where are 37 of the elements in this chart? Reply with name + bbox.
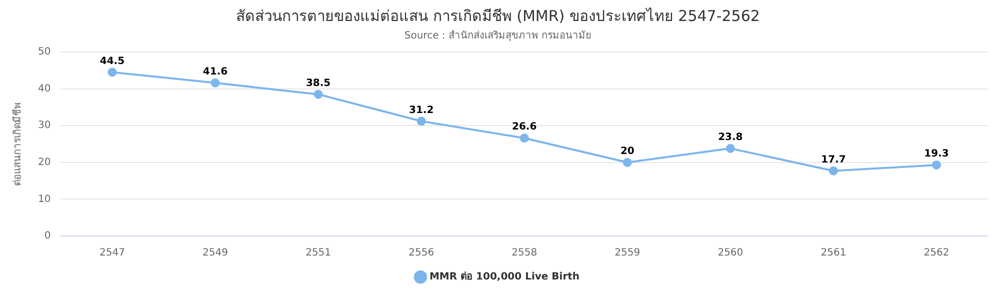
x-tick-label: 2556 bbox=[408, 248, 434, 259]
data-label: 19.3 bbox=[924, 148, 949, 160]
x-tick-label: 2562 bbox=[924, 248, 950, 259]
data-label: 38.5 bbox=[306, 78, 331, 89]
point bbox=[828, 166, 838, 176]
data-label: 20 bbox=[620, 146, 634, 157]
data-label: 41.6 bbox=[202, 66, 228, 78]
point bbox=[520, 134, 529, 143]
x-tick-label: 2551 bbox=[306, 248, 332, 259]
data-label: 23.8 bbox=[718, 132, 743, 144]
point bbox=[416, 116, 426, 126]
x-tick-label: 2547 bbox=[100, 248, 125, 259]
legend-label: MMR ต่อ 100,000 Live Birth bbox=[429, 270, 580, 283]
y-tick-label: 0 bbox=[44, 230, 51, 242]
y-axis-title: ต่อแสนการเกิดมีชีพ bbox=[12, 102, 24, 186]
data-label: 26.6 bbox=[512, 122, 537, 133]
point bbox=[210, 78, 220, 88]
x-tick-label: 2560 bbox=[718, 248, 744, 259]
chart-title: สัดส่วนการตายของแม่ต่อแสน การเกิดมีชีพ (MMR) ของประเทศไทย 2547-2562 bbox=[236, 6, 760, 25]
y-tick-label: 30 bbox=[38, 120, 51, 132]
data-label: 31.2 bbox=[408, 104, 434, 116]
data-label: 44.5 bbox=[100, 56, 125, 67]
point bbox=[726, 144, 735, 153]
x-tick-label: 2558 bbox=[512, 248, 538, 259]
point bbox=[932, 160, 941, 170]
x-tick-label: 2561 bbox=[820, 248, 846, 259]
x-tick-label: 2549 bbox=[202, 248, 228, 259]
point bbox=[108, 68, 117, 77]
y-tick-label: 40 bbox=[38, 83, 51, 94]
point bbox=[622, 158, 632, 167]
y-tick-label: 50 bbox=[38, 46, 51, 58]
point bbox=[314, 90, 323, 99]
chart-subtitle: Source : สำนักส่งเสริมสุขภาพ กรมอนามัย bbox=[404, 30, 592, 42]
y-tick-label: 10 bbox=[38, 194, 51, 205]
data-label: 17.7 bbox=[821, 154, 846, 166]
x-tick-label: 2559 bbox=[614, 248, 640, 259]
y-tick-label: 20 bbox=[38, 156, 51, 168]
